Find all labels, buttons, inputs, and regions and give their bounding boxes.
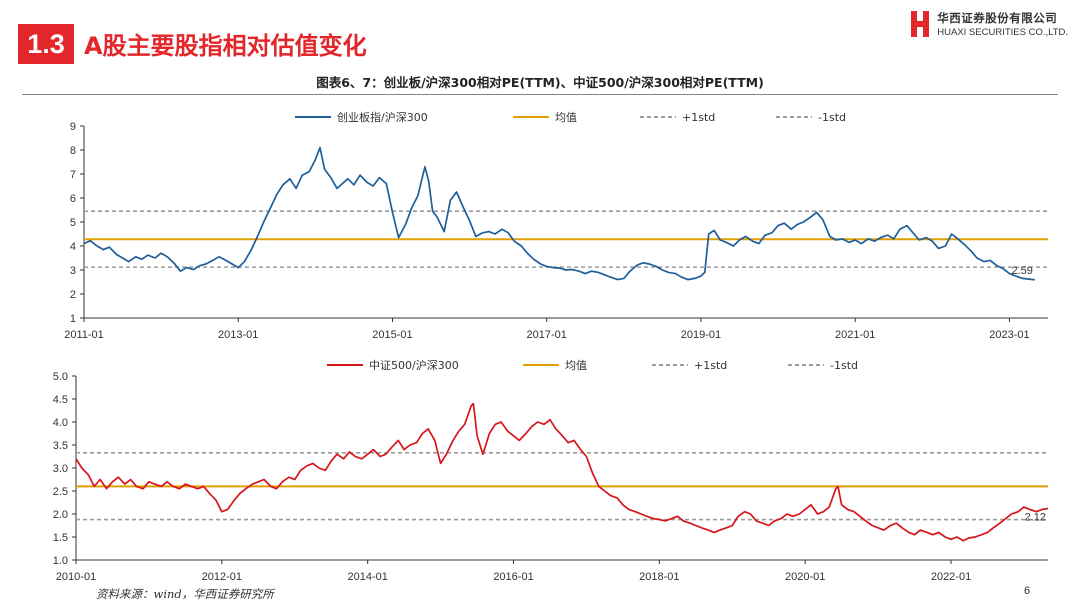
company-logo: 华西证券股份有限公司 HUAXI SECURITIES CO.,LTD. <box>909 9 1068 39</box>
y-tick-label: 4 <box>70 241 76 253</box>
legend-label: +1std <box>682 111 715 124</box>
section-title: A股主要股指相对估值变化 <box>84 32 367 60</box>
y-tick-label: 3.0 <box>53 463 68 475</box>
x-tick-label: 2016-01 <box>493 571 533 583</box>
y-tick-label: 4.5 <box>53 394 68 406</box>
huaxi-logo-icon <box>911 11 930 37</box>
y-tick-label: 3.5 <box>53 440 68 452</box>
y-tick-label: 7 <box>70 169 76 181</box>
series-line <box>75 402 1049 542</box>
y-tick-label: 5 <box>70 217 76 229</box>
chart-chinext-vs-csi300: 1 2 3 4 5 6 7 8 9 2011-01 2013-01 2015-01 2017-01 201… <box>64 110 1048 341</box>
y-tick-label: 3 <box>70 265 76 277</box>
figure-title: 图表6、7：创业板/沪深300相对PE(TTM)、中证500/沪深300相对PE… <box>316 75 764 90</box>
x-tick-label: 2014-01 <box>347 571 387 583</box>
page-number: 6 <box>1024 585 1031 597</box>
y-tick-label: 1.0 <box>53 555 68 567</box>
x-tick-label: 2010-01 <box>56 571 96 583</box>
end-value-label: 2.12 <box>1025 511 1046 523</box>
logo-company-name-cn: 华西证券股份有限公司 <box>937 11 1058 25</box>
section-number-badge: 1.3 <box>18 24 74 64</box>
x-tick-label: 2021-01 <box>835 329 875 341</box>
series-line <box>83 146 1035 281</box>
x-tick-label: 2018-01 <box>639 571 679 583</box>
y-tick-label: 2 <box>70 289 76 301</box>
legend-label: +1std <box>694 359 727 372</box>
x-tick-label: 2023-01 <box>989 329 1029 341</box>
x-tick-label: 2011-01 <box>64 329 104 341</box>
y-tick-label: 4.0 <box>53 417 68 429</box>
x-tick-label: 2017-01 <box>527 329 567 341</box>
end-value-label: 2.59 <box>1011 265 1032 277</box>
x-tick-label: 2015-01 <box>372 329 412 341</box>
y-tick-label: 2.5 <box>53 486 68 498</box>
y-tick-label: 8 <box>70 145 76 157</box>
legend-label: -1std <box>818 111 846 124</box>
legend-label: 中证500/沪深300 <box>369 358 459 372</box>
y-tick-label: 2.0 <box>53 509 68 521</box>
x-tick-label: 2022-01 <box>931 571 971 583</box>
y-tick-label: 6 <box>70 193 76 205</box>
x-tick-label: 2019-01 <box>681 329 721 341</box>
data-source-note: 资料来源：wind，华西证券研究所 <box>96 587 274 601</box>
y-tick-label: 1 <box>70 313 76 325</box>
legend-label: 创业板指/沪深300 <box>337 110 428 124</box>
title-divider <box>22 94 1058 95</box>
x-tick-label: 2020-01 <box>785 571 825 583</box>
y-tick-label: 1.5 <box>53 532 68 544</box>
y-tick-label: 5.0 <box>53 371 68 383</box>
logo-company-name-en: HUAXI SECURITIES CO.,LTD. <box>937 27 1068 38</box>
x-tick-label: 2013-01 <box>218 329 258 341</box>
legend-label: 均值 <box>565 359 587 372</box>
x-tick-label: 2012-01 <box>202 571 242 583</box>
chart-csi500-vs-csi300: 1.0 1.5 2.0 2.5 3.0 3.5 4.0 4.5 5.0 2010-01 2012-0… <box>53 358 1049 583</box>
y-tick-label: 9 <box>70 121 76 133</box>
legend-label: -1std <box>830 359 858 372</box>
legend-label: 均值 <box>555 111 577 124</box>
